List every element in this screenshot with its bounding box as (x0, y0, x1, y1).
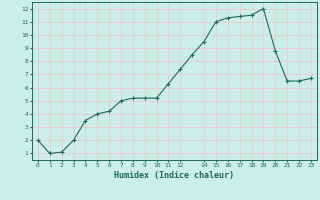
X-axis label: Humidex (Indice chaleur): Humidex (Indice chaleur) (115, 171, 234, 180)
